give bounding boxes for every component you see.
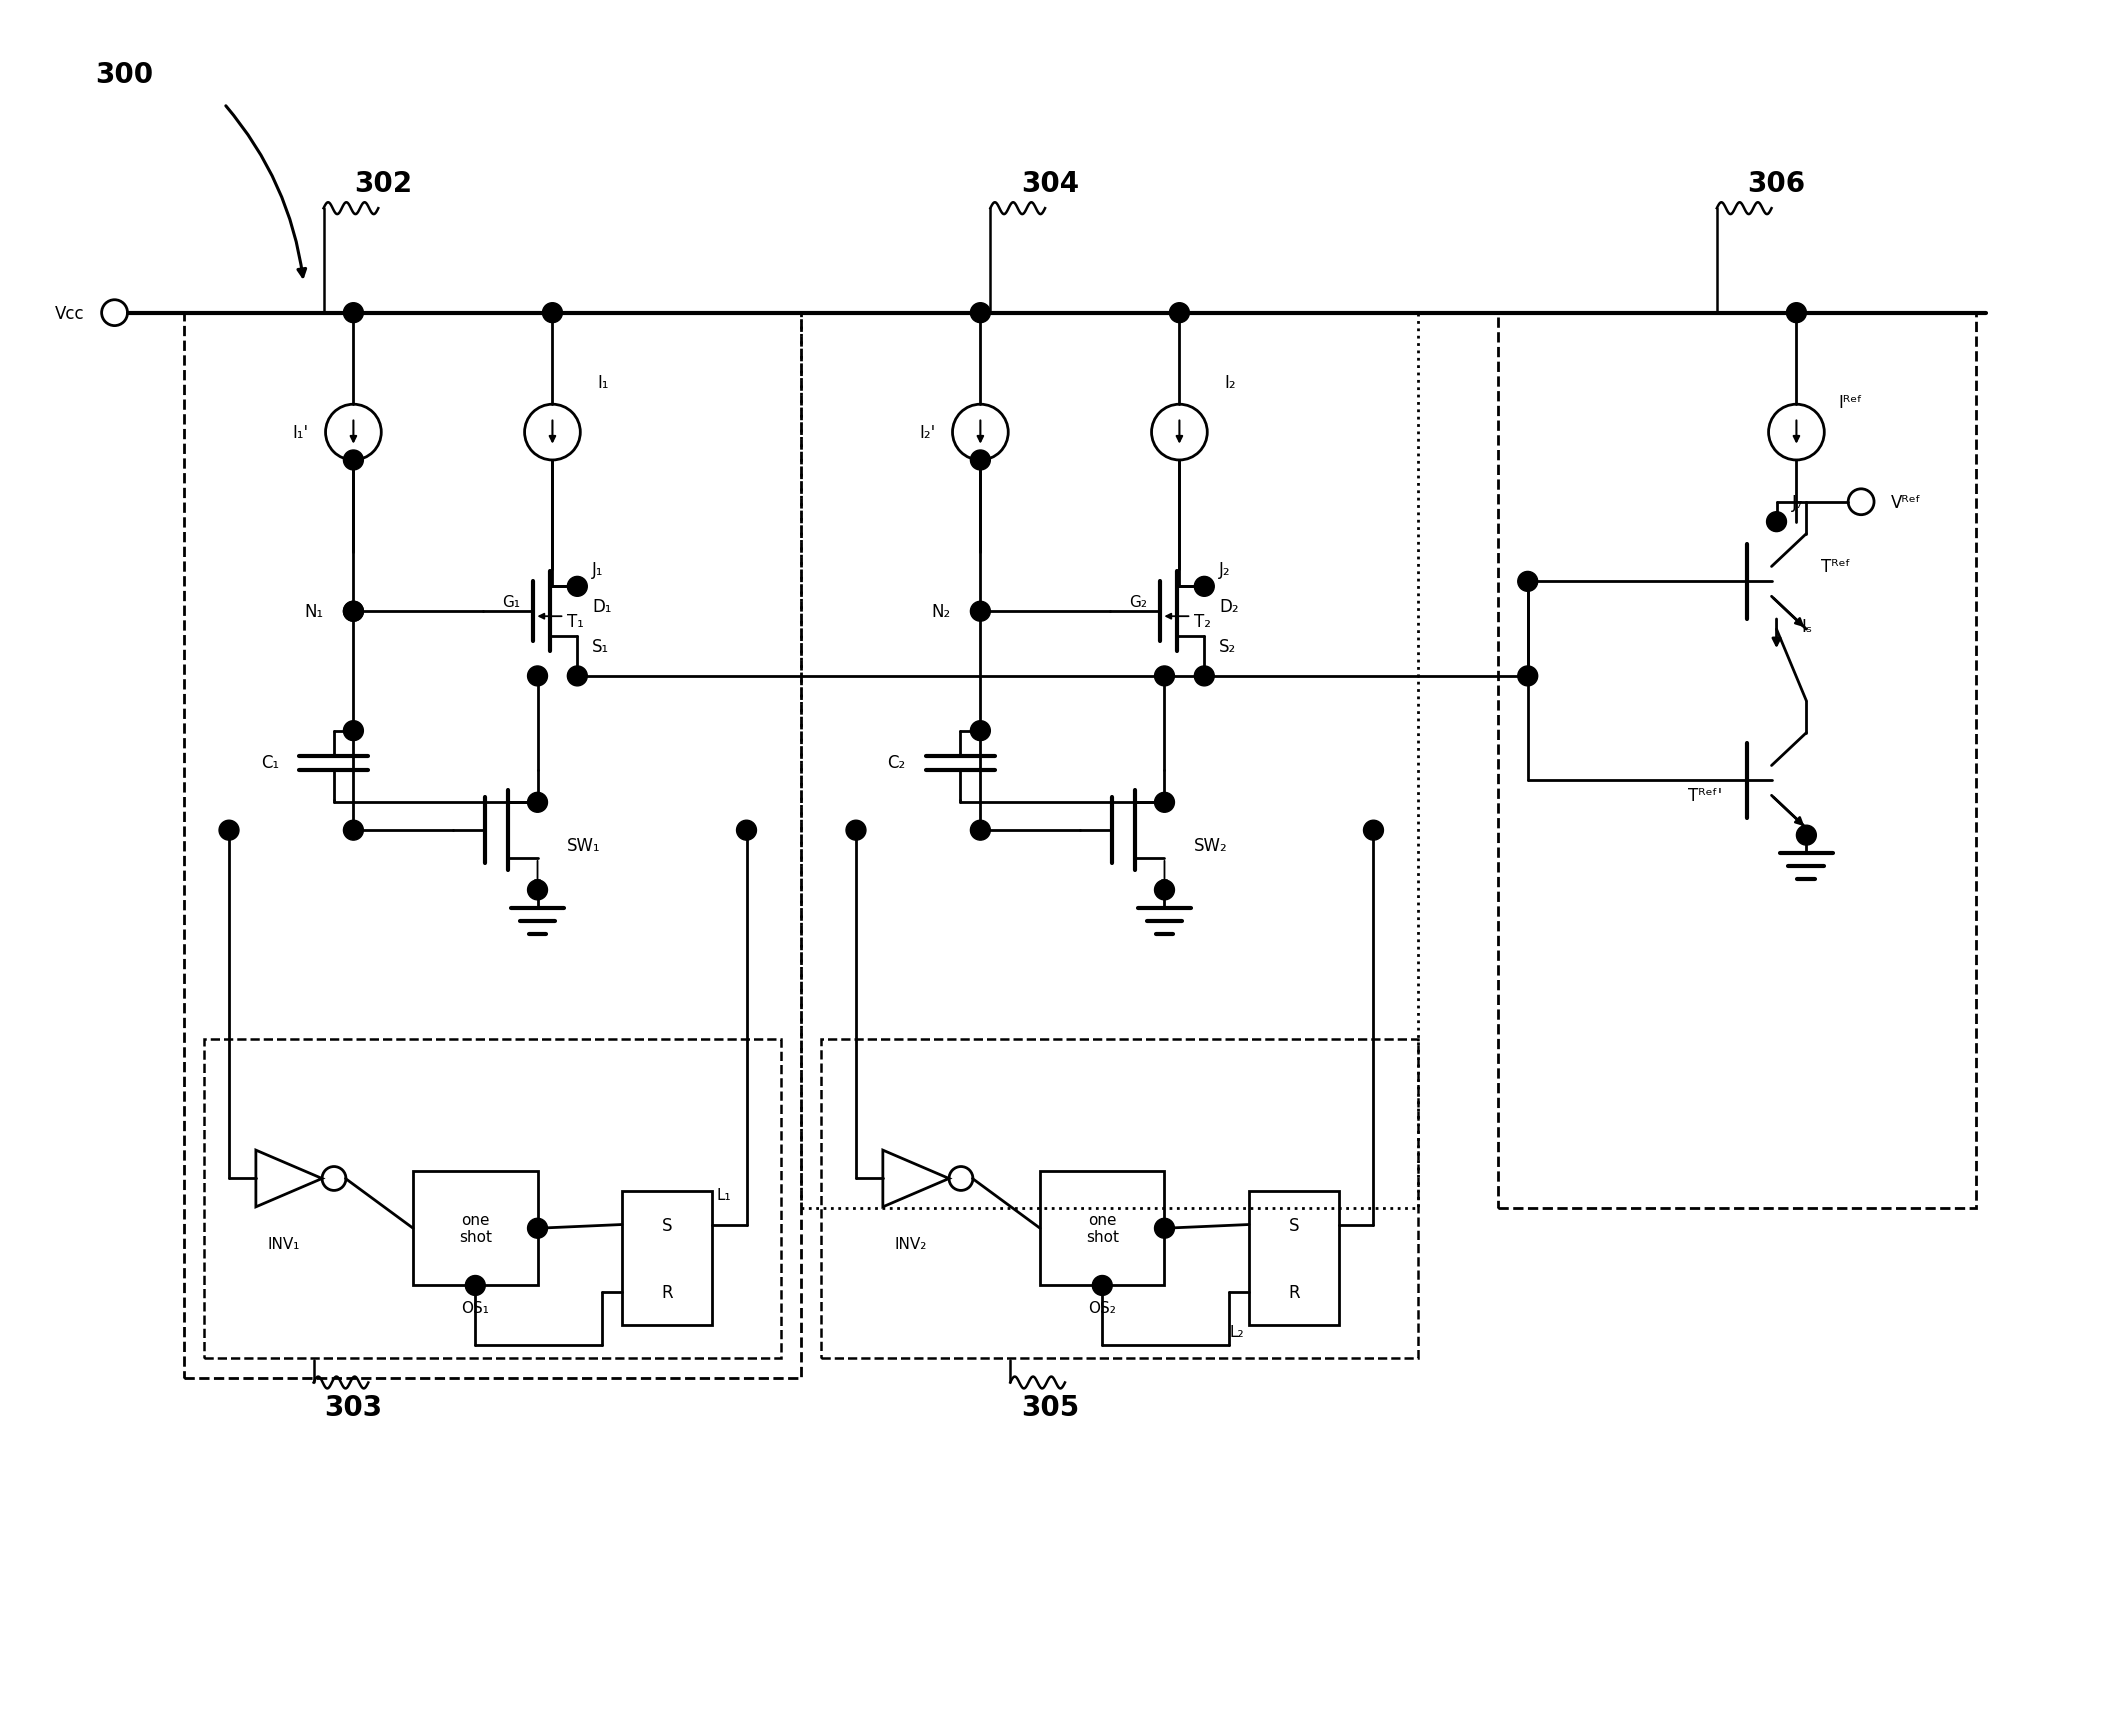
Text: S: S: [1289, 1216, 1299, 1233]
Text: I₂: I₂: [1225, 374, 1236, 393]
Text: T₂: T₂: [1193, 612, 1210, 631]
Circle shape: [1155, 881, 1174, 900]
Text: T₁: T₁: [567, 612, 584, 631]
Bar: [1248, 1192, 1339, 1325]
Bar: [1498, 313, 1976, 1209]
Text: R: R: [660, 1284, 673, 1301]
Circle shape: [527, 666, 548, 687]
Circle shape: [343, 602, 364, 621]
Circle shape: [567, 578, 588, 597]
Text: C₂: C₂: [887, 754, 906, 772]
Text: SW₁: SW₁: [567, 837, 601, 855]
Text: one
shot: one shot: [459, 1213, 491, 1244]
Text: N₂: N₂: [931, 602, 950, 621]
Text: I₂': I₂': [918, 424, 935, 441]
Circle shape: [542, 303, 563, 324]
Text: INV₁: INV₁: [267, 1235, 300, 1251]
Text: S: S: [662, 1216, 673, 1233]
Text: C₁: C₁: [260, 754, 279, 772]
Bar: [1041, 1171, 1164, 1285]
Bar: [821, 1040, 1418, 1358]
Text: one
shot: one shot: [1086, 1213, 1119, 1244]
Circle shape: [343, 721, 364, 740]
Text: L₂: L₂: [1229, 1323, 1244, 1339]
Text: S₂: S₂: [1219, 638, 1236, 656]
Circle shape: [1193, 578, 1215, 597]
Text: 306: 306: [1748, 170, 1805, 199]
Circle shape: [1170, 303, 1189, 324]
Text: S₁: S₁: [592, 638, 609, 656]
Text: I₁': I₁': [292, 424, 309, 441]
Text: Tᴿᵉᶠ: Tᴿᵉᶠ: [1822, 559, 1852, 576]
Circle shape: [971, 820, 990, 841]
Circle shape: [1786, 303, 1807, 324]
Text: OS₂: OS₂: [1088, 1301, 1117, 1315]
Circle shape: [971, 303, 990, 324]
Text: 302: 302: [353, 170, 413, 199]
Text: J₇: J₇: [1792, 493, 1803, 512]
Circle shape: [1155, 1218, 1174, 1239]
Text: 304: 304: [1022, 170, 1079, 199]
Circle shape: [1767, 512, 1786, 533]
Circle shape: [343, 452, 364, 471]
Text: G₁: G₁: [504, 595, 521, 609]
Text: Vᴿᵉᶠ: Vᴿᵉᶠ: [1892, 493, 1921, 512]
Text: Iₛ: Iₛ: [1801, 618, 1813, 637]
Circle shape: [1517, 666, 1538, 687]
Circle shape: [1363, 820, 1384, 841]
Circle shape: [1193, 666, 1215, 687]
Bar: [622, 1192, 711, 1325]
Circle shape: [1517, 573, 1538, 592]
Text: Tᴿᵉᶠ': Tᴿᵉᶠ': [1689, 787, 1722, 804]
Circle shape: [527, 1218, 548, 1239]
Text: 300: 300: [95, 61, 154, 88]
Bar: [802, 313, 1418, 1209]
Text: D₁: D₁: [592, 599, 612, 616]
Text: I₁: I₁: [597, 374, 609, 393]
Text: OS₁: OS₁: [461, 1301, 489, 1315]
Text: J₁: J₁: [592, 561, 603, 580]
Text: INV₂: INV₂: [895, 1235, 927, 1251]
Text: L₁: L₁: [717, 1187, 732, 1202]
Text: J₂: J₂: [1219, 561, 1232, 580]
Circle shape: [1155, 666, 1174, 687]
Circle shape: [220, 820, 239, 841]
Circle shape: [466, 1275, 485, 1296]
Circle shape: [971, 721, 990, 740]
Circle shape: [343, 820, 364, 841]
Text: Vcc: Vcc: [55, 304, 85, 322]
Text: SW₂: SW₂: [1193, 837, 1227, 855]
Text: 305: 305: [1020, 1394, 1079, 1422]
Circle shape: [1155, 792, 1174, 813]
Circle shape: [971, 602, 990, 621]
Text: D₂: D₂: [1219, 599, 1238, 616]
Circle shape: [971, 452, 990, 471]
Circle shape: [343, 602, 364, 621]
Text: G₂: G₂: [1130, 595, 1147, 609]
Bar: [413, 1171, 537, 1285]
Bar: [203, 1040, 781, 1358]
Circle shape: [527, 792, 548, 813]
Circle shape: [527, 881, 548, 900]
Text: Iᴿᵉᶠ: Iᴿᵉᶠ: [1839, 394, 1862, 412]
Circle shape: [1092, 1275, 1113, 1296]
Circle shape: [846, 820, 865, 841]
Text: 303: 303: [324, 1394, 383, 1422]
Text: N₁: N₁: [305, 602, 324, 621]
Bar: [184, 313, 802, 1377]
Circle shape: [343, 303, 364, 324]
Text: R: R: [1289, 1284, 1299, 1301]
Circle shape: [1796, 825, 1816, 846]
Circle shape: [567, 666, 588, 687]
Circle shape: [736, 820, 755, 841]
